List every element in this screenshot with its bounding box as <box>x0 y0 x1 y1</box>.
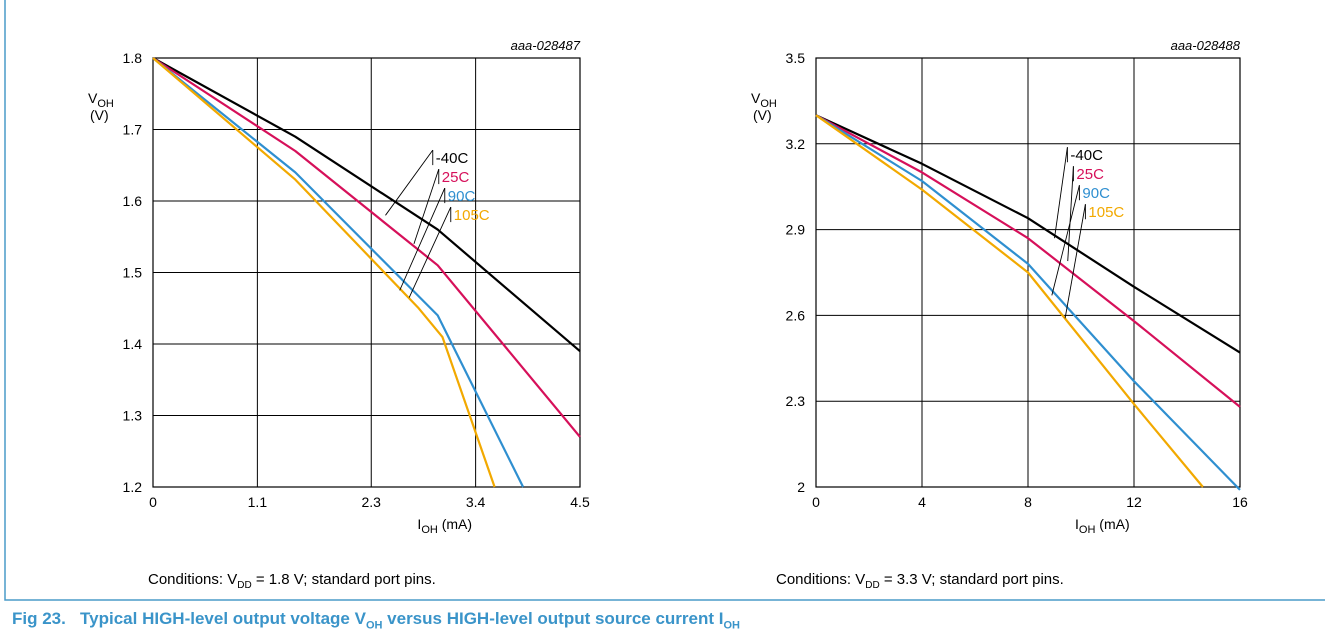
series-leader-line <box>1054 147 1068 239</box>
x-axis-label-sub: OH <box>1079 524 1096 536</box>
plot-area-border <box>815 57 1241 488</box>
y-tick-label: 1.5 <box>123 265 143 281</box>
series-leader-line <box>1064 204 1086 319</box>
figure-code: aaa-028488 <box>1171 38 1241 53</box>
series-line-105C <box>815 114 1204 488</box>
series-leader-line <box>1067 166 1074 262</box>
y-tick-label: 2 <box>797 479 805 495</box>
y-axis-label-sub: OH <box>97 98 114 110</box>
frame-border <box>4 0 1325 601</box>
y-tick-label: 1.6 <box>123 193 143 209</box>
figure-code: aaa-028487 <box>511 38 581 53</box>
series-line--40C <box>152 57 581 353</box>
x-axis-label-unit: (mA) <box>1095 516 1129 532</box>
chart-1: 0 1.1 2.3 3.4 4.51.21.31.41.51.61.71.8VOH(V)… <box>88 38 590 536</box>
y-axis-label-sub: OH <box>760 98 777 110</box>
series-label--40C: -40C <box>1070 147 1103 164</box>
series-line-25C <box>152 57 581 438</box>
y-tick-label: 2.3 <box>786 393 806 409</box>
x-tick-label: 12 <box>1126 494 1142 510</box>
series-line-25C <box>815 114 1241 408</box>
x-tick-label: 3.4 <box>466 494 486 510</box>
series-leader-line <box>399 187 446 291</box>
series-label-90C: 90C <box>448 188 476 205</box>
x-tick-label: 4 <box>918 494 926 510</box>
y-tick-label: 3.2 <box>786 136 806 152</box>
series-label-25C: 25C <box>442 169 470 186</box>
x-tick-label: 4.5 <box>570 494 590 510</box>
conditions-left: Conditions: VDD = 1.8 V; standard port p… <box>148 571 436 591</box>
x-axis-label-sub: OH <box>421 524 438 536</box>
y-tick-label: 1.8 <box>123 50 143 66</box>
series-leader-line <box>413 168 440 245</box>
x-tick-label: 0 <box>812 494 820 510</box>
y-axis-unit: (V) <box>90 107 109 123</box>
series-line-105C <box>152 57 496 488</box>
x-tick-label: 0 <box>149 494 157 510</box>
x-tick-label: 1.1 <box>248 494 268 510</box>
y-tick-label: 1.3 <box>123 408 143 424</box>
series-label-90C: 90C <box>1082 185 1110 202</box>
conditions-right: Conditions: VDD = 3.3 V; standard port p… <box>776 571 1064 591</box>
figure-number: Fig 23. <box>12 609 66 628</box>
series-line-90C <box>815 114 1241 491</box>
x-axis-label-unit: (mA) <box>438 516 472 532</box>
series-leader-line <box>408 206 452 298</box>
series-label-105C: 105C <box>454 207 490 224</box>
x-tick-label: 16 <box>1232 494 1248 510</box>
y-tick-label: 1.2 <box>123 479 143 495</box>
x-axis-label: IOH (mA) <box>1075 516 1130 536</box>
y-axis-unit: (V) <box>753 107 772 123</box>
y-tick-label: 2.6 <box>786 307 806 323</box>
x-tick-label: 8 <box>1024 494 1032 510</box>
figure-caption: Fig 23. Typical HIGH-level output voltag… <box>12 609 740 632</box>
y-tick-label: 1.4 <box>123 336 143 352</box>
series-label-25C: 25C <box>1076 166 1104 183</box>
series-label--40C: -40C <box>436 150 469 167</box>
x-tick-label: 2.3 <box>362 494 382 510</box>
series-leader-line <box>385 149 434 216</box>
charts-canvas: 0 1.1 2.3 3.4 4.51.21.31.41.51.61.71.8VOH(V)… <box>88 38 1248 536</box>
x-axis-label: IOH (mA) <box>417 516 472 536</box>
y-tick-label: 2.9 <box>786 222 806 238</box>
plot-area-border <box>152 57 581 488</box>
y-tick-label: 1.7 <box>123 122 143 138</box>
series-line-90C <box>152 57 525 488</box>
series-line--40C <box>815 114 1241 354</box>
series-label-105C: 105C <box>1088 204 1124 221</box>
series-leader-line <box>1051 185 1080 296</box>
y-tick-label: 3.5 <box>786 50 806 66</box>
